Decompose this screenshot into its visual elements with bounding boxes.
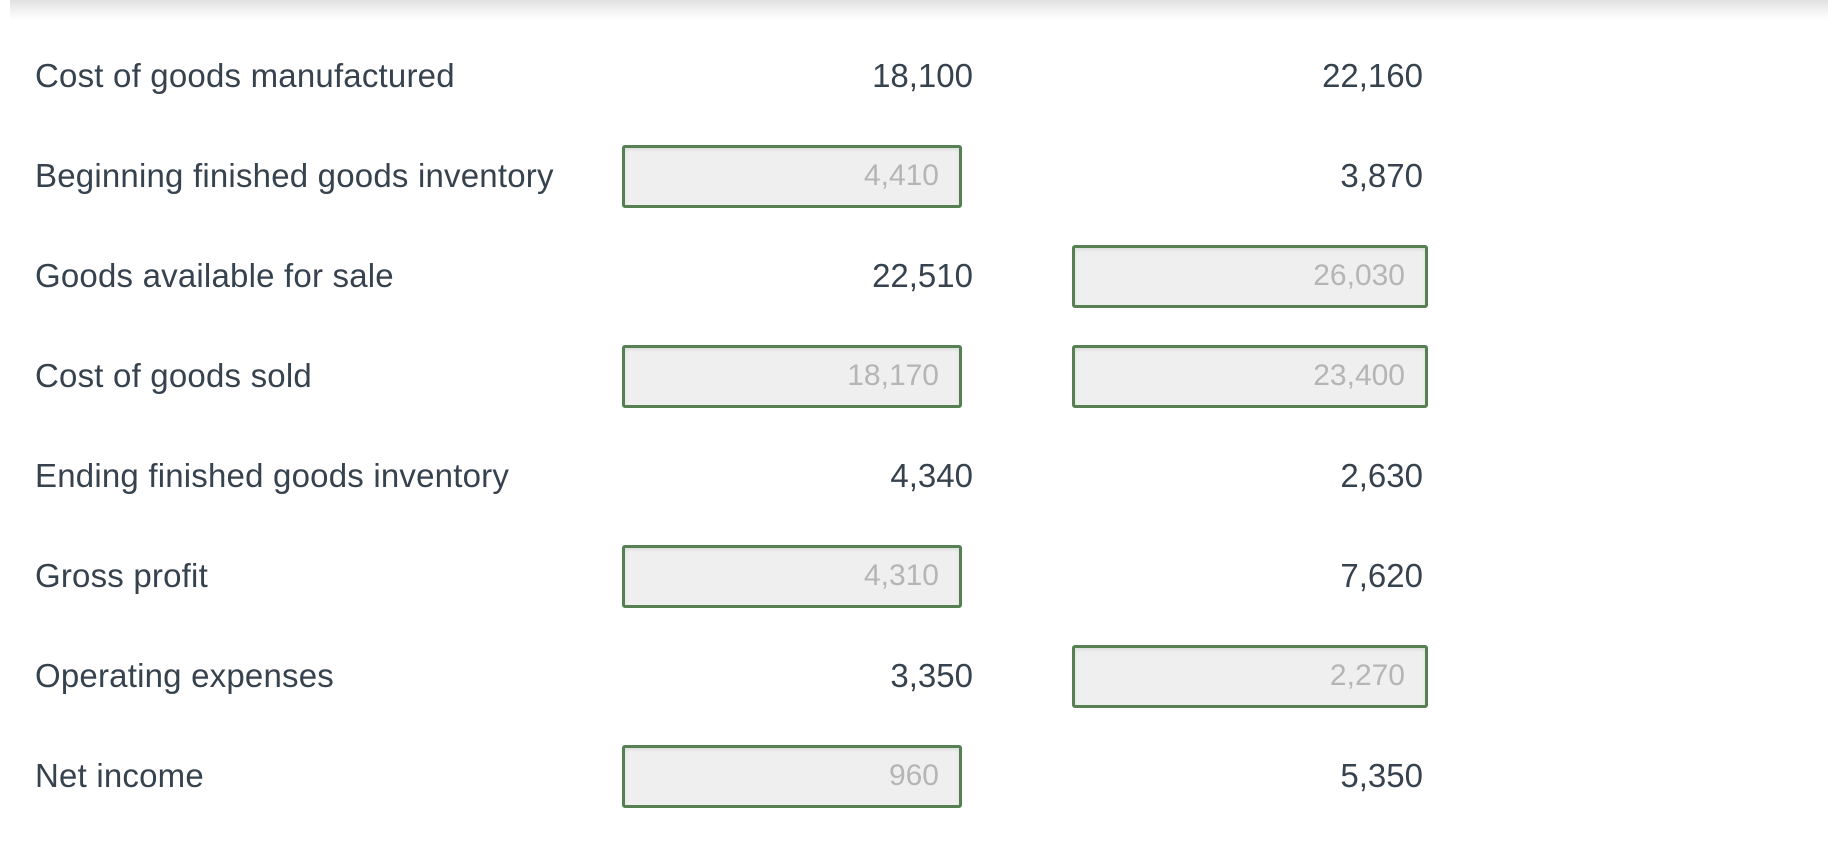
value-text: 3,350 xyxy=(890,657,973,694)
cell-col1 xyxy=(622,344,962,408)
value-text: 3,870 xyxy=(1340,157,1423,194)
value-text: 18,100 xyxy=(872,57,973,94)
input-beginning-finished-goods-inventory-col1[interactable] xyxy=(622,144,962,208)
table-row: Net income 5,350 xyxy=(35,726,1838,826)
table-row: Gross profit 7,620 xyxy=(35,526,1838,626)
row-label: Operating expenses xyxy=(35,657,334,694)
input-cost-of-goods-sold-col1[interactable] xyxy=(622,344,962,408)
row-label: Net income xyxy=(35,757,204,794)
value-text: 2,630 xyxy=(1340,457,1423,494)
cell-col1 xyxy=(622,144,962,208)
input-operating-expenses-col2[interactable] xyxy=(1072,644,1428,708)
cell-col2: 5,350 xyxy=(1072,757,1428,795)
table-row: Ending finished goods inventory 4,340 2,… xyxy=(35,426,1838,526)
cell-col2: 7,620 xyxy=(1072,557,1428,595)
cell-col1: 22,510 xyxy=(622,257,973,295)
table-row: Beginning finished goods inventory 3,870 xyxy=(35,126,1838,226)
cell-col2: 3,870 xyxy=(1072,157,1428,195)
value-text: 22,160 xyxy=(1322,57,1423,94)
table-row: Cost of goods manufactured 18,100 22,160 xyxy=(35,26,1838,126)
input-goods-available-for-sale-col2[interactable] xyxy=(1072,244,1428,308)
row-label: Beginning finished goods inventory xyxy=(35,157,554,194)
cell-col2 xyxy=(1072,344,1428,408)
input-gross-profit-col1[interactable] xyxy=(622,544,962,608)
top-scroll-shadow xyxy=(10,0,1828,20)
row-label: Cost of goods manufactured xyxy=(35,57,455,94)
table-row: Cost of goods sold xyxy=(35,326,1838,426)
row-label: Goods available for sale xyxy=(35,257,394,294)
cell-col1: 4,340 xyxy=(622,457,973,495)
input-net-income-col1[interactable] xyxy=(622,744,962,808)
input-cost-of-goods-sold-col2[interactable] xyxy=(1072,344,1428,408)
cell-col1 xyxy=(622,544,962,608)
cell-col1 xyxy=(622,744,962,808)
cell-col2 xyxy=(1072,644,1428,708)
table-row: Operating expenses 3,350 xyxy=(35,626,1838,726)
cell-col1: 3,350 xyxy=(622,657,973,695)
row-label: Ending finished goods inventory xyxy=(35,457,510,494)
row-label: Cost of goods sold xyxy=(35,357,312,394)
value-text: 4,340 xyxy=(890,457,973,494)
cell-col2: 2,630 xyxy=(1072,457,1428,495)
income-statement-table: Cost of goods manufactured 18,100 22,160… xyxy=(0,20,1838,826)
table-row: Goods available for sale 22,510 xyxy=(35,226,1838,326)
row-label: Gross profit xyxy=(35,557,208,594)
value-text: 5,350 xyxy=(1340,757,1423,794)
cell-col2 xyxy=(1072,244,1428,308)
cell-col1: 18,100 xyxy=(622,57,973,95)
value-text: 22,510 xyxy=(872,257,973,294)
value-text: 7,620 xyxy=(1340,557,1423,594)
cell-col2: 22,160 xyxy=(1072,57,1428,95)
